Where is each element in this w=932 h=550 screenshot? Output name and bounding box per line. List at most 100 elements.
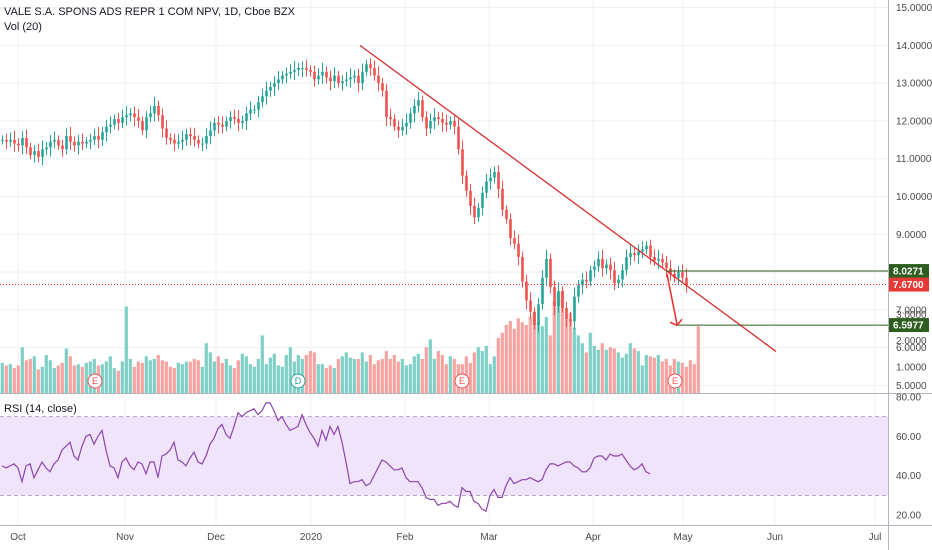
candle-body [21, 137, 24, 146]
event-marker-label: E [459, 376, 465, 386]
volume-bar [128, 358, 132, 393]
volume-bar [448, 356, 452, 393]
volume-bar [384, 351, 388, 393]
candle-body [141, 120, 144, 131]
candle-body [41, 149, 44, 157]
candle-body [101, 132, 104, 140]
price-axis-tick-label: 10.0000 [896, 192, 932, 203]
volume-bar [20, 347, 24, 393]
volume-bar [52, 368, 56, 393]
volume-bar [560, 290, 564, 393]
volume-bar [264, 364, 268, 393]
volume-bar [340, 356, 344, 393]
volume-layer [0, 290, 700, 393]
candle-body [593, 266, 596, 271]
rsi-axis-tick-label: 40.00 [896, 471, 921, 482]
candle-body [581, 279, 584, 286]
candle-body [557, 290, 560, 307]
price-tag [889, 318, 929, 333]
candle-body [293, 69, 296, 72]
volume-bar [224, 358, 228, 393]
volume-bar [192, 358, 196, 393]
volume-bar [472, 352, 476, 393]
candle-body [29, 147, 32, 155]
volume-bar [108, 356, 112, 393]
candle-body [221, 124, 224, 127]
volume-bar [248, 364, 252, 393]
volume-bar [60, 362, 64, 393]
candle-body [365, 64, 368, 72]
volume-bar [468, 362, 472, 393]
volume-bar [56, 365, 60, 393]
candle-body [233, 117, 236, 120]
candle-body [285, 73, 288, 76]
volume-bar [380, 358, 384, 393]
earnings-marker-icon [87, 373, 103, 389]
event-marker-label: E [672, 376, 678, 386]
price-tag [889, 264, 929, 279]
volume-bar [636, 351, 640, 393]
candle-body [289, 71, 292, 74]
candle-body [509, 219, 512, 239]
candle-body [397, 126, 400, 131]
volume-bar [604, 349, 608, 393]
candle-body [121, 117, 124, 123]
price-axis-tick-label: 9.0000 [896, 230, 927, 241]
volume-bar [348, 357, 352, 393]
candle-body [157, 105, 160, 116]
candle-body [481, 192, 484, 208]
candle-body [589, 270, 592, 282]
candle-body [625, 256, 628, 271]
volume-bar [568, 313, 572, 393]
volume-bar [536, 322, 540, 393]
volume-bar [148, 360, 152, 393]
candle-body [393, 119, 396, 127]
volume-bar [496, 338, 500, 393]
candle-body [85, 141, 88, 144]
volume-bar [520, 322, 524, 393]
time-axis-tick-label: Jul [869, 532, 882, 543]
candle-body [321, 71, 324, 76]
volume-bar [332, 368, 336, 393]
candle-body [425, 117, 428, 129]
candle-body [513, 238, 516, 244]
volume-bar [424, 347, 428, 393]
volume-bar [452, 358, 456, 393]
candle-body [353, 75, 356, 78]
volume-bar [104, 361, 108, 393]
candle-body [493, 171, 496, 178]
candle-body [313, 71, 316, 80]
candle-body [181, 139, 184, 142]
volume-bar [648, 356, 652, 393]
volume-bar [100, 364, 104, 393]
candle-body [573, 296, 576, 322]
volume-bar [392, 355, 396, 393]
rsi-band [0, 416, 888, 496]
volume-bar [244, 356, 248, 393]
candle-body [673, 273, 676, 278]
candle-body [437, 117, 440, 120]
earnings-marker-icon [454, 373, 470, 389]
volume-bar [640, 365, 644, 393]
candle-body [45, 147, 48, 150]
candle-body [209, 130, 212, 137]
candle-body [605, 264, 608, 269]
candle-body [153, 105, 156, 114]
volume-bar [172, 368, 176, 393]
volume-bar [328, 365, 332, 393]
volume-bar [336, 358, 340, 393]
volume-bar [664, 358, 668, 393]
projection-arrow-head [669, 318, 683, 327]
volume-bar [684, 366, 688, 393]
volume-bar [76, 364, 80, 393]
candle-body [649, 245, 652, 257]
time-axis-tick-label: Mar [480, 532, 498, 543]
price-axis-tick-label: 7.0000 [896, 305, 927, 316]
candle-body [349, 77, 352, 80]
candle-body [225, 120, 228, 127]
price-axis-tick-label: 12.0000 [896, 116, 932, 127]
candle-body [465, 175, 468, 191]
candle-body [449, 120, 452, 125]
